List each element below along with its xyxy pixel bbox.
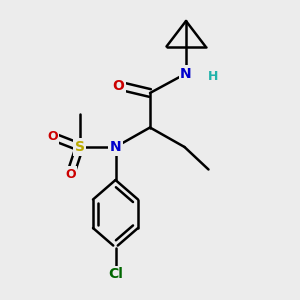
Text: N: N [180, 67, 192, 80]
Text: Cl: Cl [108, 268, 123, 281]
Text: N: N [110, 140, 121, 154]
Text: O: O [112, 79, 124, 92]
Text: S: S [74, 140, 85, 154]
Text: H: H [208, 70, 218, 83]
Text: O: O [65, 167, 76, 181]
Text: O: O [47, 130, 58, 143]
